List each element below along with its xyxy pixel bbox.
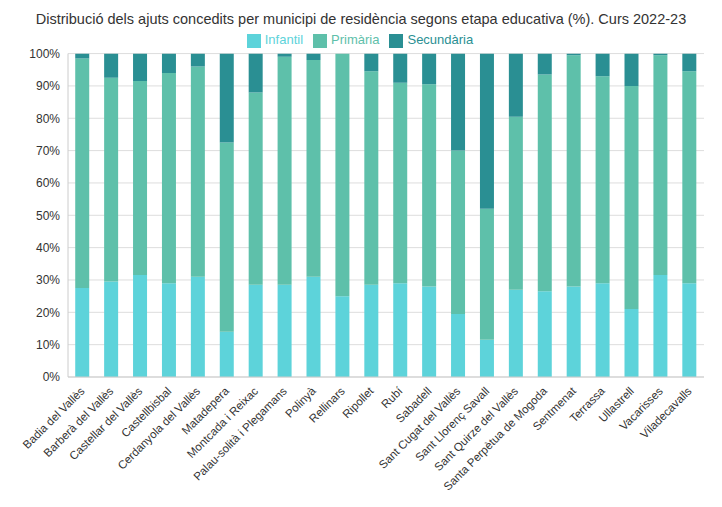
- svg-text:Sant Cugat del Vallès: Sant Cugat del Vallès: [376, 384, 463, 471]
- svg-text:Rubí: Rubí: [379, 384, 405, 410]
- svg-text:0%: 0%: [43, 370, 61, 384]
- svg-text:Ripollet: Ripollet: [340, 384, 376, 420]
- svg-text:Sant Llorenç Savall: Sant Llorenç Savall: [412, 384, 492, 464]
- svg-text:Polinyà: Polinyà: [282, 384, 318, 420]
- svg-text:Barberà del Vallès: Barberà del Vallès: [41, 384, 116, 460]
- svg-text:Vacarisses: Vacarisses: [617, 384, 665, 433]
- svg-text:20%: 20%: [36, 306, 60, 320]
- svg-text:30%: 30%: [36, 273, 60, 287]
- svg-text:Castellar del Vallès: Castellar del Vallès: [67, 384, 145, 463]
- svg-text:Montcada i Reixac: Montcada i Reixac: [184, 384, 261, 461]
- svg-text:50%: 50%: [36, 209, 60, 223]
- svg-text:Sentmenat: Sentmenat: [530, 384, 578, 432]
- svg-text:Santa Perpètua de Mogoda: Santa Perpètua de Mogoda: [441, 384, 549, 492]
- svg-text:Castellbisbal: Castellbisbal: [118, 384, 174, 440]
- svg-text:60%: 60%: [36, 176, 60, 190]
- svg-text:Viladecavalls: Viladecavalls: [638, 385, 694, 441]
- svg-text:Terrassa: Terrassa: [567, 384, 608, 425]
- html-text:Primària: Primària: [331, 32, 380, 47]
- html-text:Infantil: Infantil: [264, 32, 304, 47]
- svg-text:Palau-solità i Plegamans: Palau-solità i Plegamans: [191, 385, 289, 483]
- svg-text:100%: 100%: [29, 47, 60, 61]
- svg-text:Rellinars: Rellinars: [307, 385, 347, 425]
- svg-text:Cerdanyola del Vallès: Cerdanyola del Vallès: [115, 384, 203, 472]
- svg-text:80%: 80%: [36, 112, 60, 126]
- svg-text:Sabadell: Sabadell: [393, 384, 434, 425]
- svg-text:Ullastrell: Ullastrell: [596, 384, 636, 425]
- html-text:Secundària: Secundària: [407, 32, 474, 47]
- svg-text:Sant Quirze del Vallès: Sant Quirze del Vallès: [432, 384, 521, 474]
- svg-text:40%: 40%: [36, 241, 60, 255]
- svg-text:Matadepera: Matadepera: [179, 384, 232, 437]
- html-text:Distribució dels ajuts concedi: Distribució dels ajuts concedits per mun…: [35, 11, 687, 27]
- svg-text:90%: 90%: [36, 79, 60, 93]
- svg-text:70%: 70%: [36, 144, 60, 158]
- svg-text:Badia del Vallès: Badia del Vallès: [20, 384, 87, 451]
- svg-text:10%: 10%: [36, 338, 60, 352]
